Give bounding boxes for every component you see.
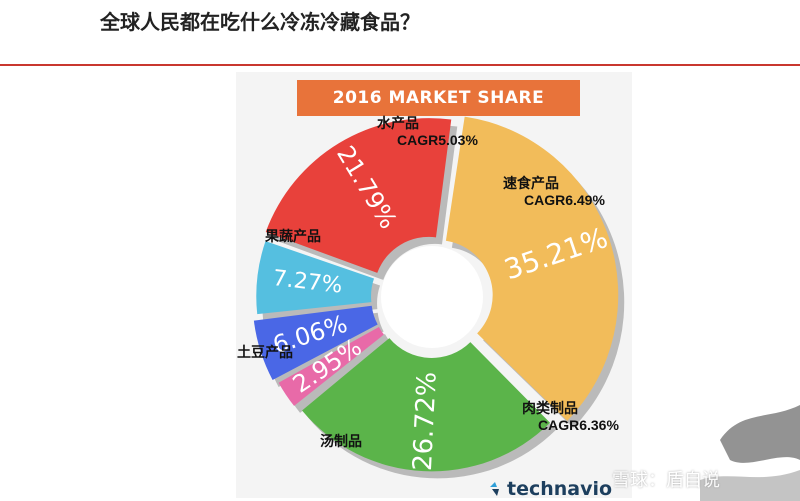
- slice-value-label: 26.72%: [408, 371, 443, 472]
- chart-title: 2016 MARKET SHARE: [297, 80, 580, 116]
- title-divider: [0, 64, 800, 66]
- pie-slice: [302, 338, 551, 472]
- ink-brush-decoration: [700, 405, 800, 501]
- slice-category-label: 土豆产品: [237, 344, 293, 361]
- slice-cagr-label: CAGR5.03%: [397, 132, 478, 148]
- slice-shadow: [284, 334, 390, 413]
- pie-slice: [265, 118, 452, 273]
- slice-category-label: 水产品: [377, 115, 419, 132]
- pie-slice: [253, 305, 378, 380]
- technavio-logo: technavio: [488, 478, 612, 500]
- slice-cagr-label: CAGR6.36%: [538, 417, 619, 433]
- slice-category-label: 肉类制品: [522, 400, 578, 417]
- pie-slice: [256, 241, 375, 315]
- slice-category-label: 速食产品: [503, 175, 559, 192]
- donut-hole: [381, 246, 483, 348]
- slice-category-label: 果蔬产品: [264, 228, 321, 245]
- pie-slice: [278, 327, 384, 406]
- technavio-mark-icon: [490, 482, 499, 496]
- watermark: 雪球：盾自说: [612, 470, 720, 491]
- pie-slice: [445, 116, 619, 421]
- page-title: 全球人民都在吃什么冷冻冷藏食品？: [100, 10, 420, 34]
- logo-text: technavio: [507, 478, 613, 500]
- slice-category-label: 汤制品: [320, 433, 362, 450]
- slice-cagr-label: CAGR6.49%: [524, 192, 605, 208]
- slices: [253, 116, 619, 472]
